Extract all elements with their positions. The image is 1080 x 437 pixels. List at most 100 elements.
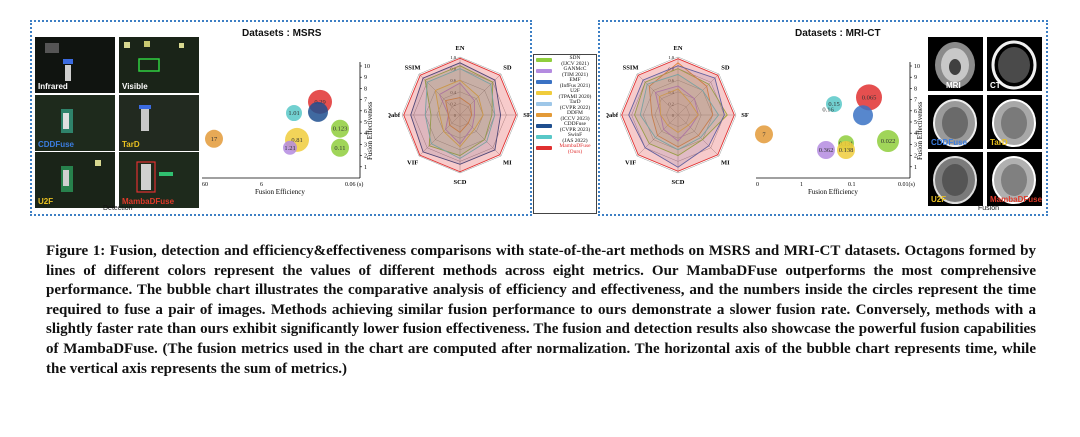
bubble-label: 0.123 <box>333 126 348 133</box>
legend-venue: (IJCV 2021) <box>561 61 589 68</box>
radar-axis-label: SD <box>721 65 730 72</box>
legend-venue: (JAS 2022) <box>562 138 588 145</box>
radar-spoke <box>459 114 502 157</box>
bubble <box>331 138 349 157</box>
legend-entry: U2F (TPAMI 2020) <box>534 88 596 100</box>
mri-ct-panel-title: Datasets : MRI-CT <box>795 28 881 39</box>
y-tick-label: 9 <box>914 75 917 81</box>
x-axis-label: Fusion Efficiency <box>808 188 858 196</box>
legend-venue: (TIM 2021) <box>561 72 589 79</box>
legend-swatch <box>536 80 552 84</box>
legend-entry: GANMcC (TIM 2021) <box>534 66 596 79</box>
bubble <box>205 129 223 148</box>
bubble-label: 0.16 <box>822 107 834 114</box>
radar-spoke <box>418 114 461 157</box>
legend-method: EMF <box>569 77 581 83</box>
y-tick-label: 4 <box>364 131 367 137</box>
thumb-label: Visible <box>122 82 148 91</box>
y-tick-label: 5 <box>914 120 917 126</box>
legend-swatch <box>536 146 552 150</box>
bubble-label: 1.21 <box>284 145 295 152</box>
radar-axis-label: SF <box>523 112 531 119</box>
thumb-tard: TarD <box>119 95 199 151</box>
y-tick-label: 7 <box>914 98 917 104</box>
radar-series <box>659 88 699 133</box>
legend-method: SwinF <box>567 132 583 138</box>
radar-axis-label: SF <box>741 112 749 119</box>
bubble <box>856 84 882 111</box>
radar-tick-label: 0.8 <box>668 67 674 72</box>
bubble-label: 0.065 <box>862 94 877 101</box>
legend-venue: (ICCV 2023) <box>560 116 590 123</box>
radar-tick-label: 0.6 <box>668 78 674 83</box>
radar-axis-label: VIF <box>625 159 636 166</box>
radar-tick-label: 0 <box>672 113 675 118</box>
x-tick: 0 <box>756 182 759 188</box>
legend-swatch <box>536 91 552 95</box>
y-tick-label: 8 <box>914 86 917 92</box>
legend-method: GANMcC <box>563 66 587 72</box>
y-tick-label: 6 <box>914 109 917 115</box>
radar-tick-label: 0.6 <box>450 78 456 83</box>
bubble <box>853 105 873 126</box>
legend-entry: SDN (IJCV 2021) <box>534 55 596 68</box>
legend-swatch <box>536 58 552 62</box>
thumb-label: U2F <box>38 197 54 206</box>
mri-ct-bubble-chart: 0 1 0.1 0.01(s) Fusion Efficiency 1 2 3 4 5 6… <box>755 62 924 196</box>
legend-entry: MambaDFuse (Ours) <box>534 143 596 156</box>
legend-venue: (InfFus 2021) <box>559 83 591 90</box>
thumb-ct: CT <box>987 37 1042 91</box>
msrs-bubble-chart: 60 6 0.06 (s) Fusion Efficiency 1 2 3 4 5 6 7 8… <box>202 62 374 196</box>
radar-tick-label: 0.8 <box>450 67 456 72</box>
radar-tick-label: 0.2 <box>450 101 456 106</box>
bubble <box>283 140 297 155</box>
thumb-label: U2F <box>931 195 947 204</box>
radar-axis-label: SSIM <box>623 65 639 72</box>
bubble <box>817 141 835 159</box>
radar-tick-label: 1.0 <box>668 55 674 60</box>
x-tick: 0.06 (s) <box>345 181 363 188</box>
y-tick-label: 4 <box>914 131 917 137</box>
legend-method: SDN <box>569 55 581 61</box>
radar-axis-label: EN <box>455 45 464 52</box>
legend-venue: (Ours) <box>567 149 583 156</box>
radar-axis-label: VIF <box>407 159 418 166</box>
legend-method: TarD <box>569 99 581 105</box>
bubble <box>308 101 328 122</box>
thumb-label: MRI <box>946 81 961 90</box>
figure: Datasets : MSRS Infrared Visible CDDFuse… <box>30 20 1048 216</box>
radar-spoke <box>636 73 679 116</box>
radar-series <box>434 79 484 148</box>
y-tick-label: 5 <box>364 120 367 126</box>
y-axis-label: Fusion Effectiveness <box>916 101 924 160</box>
radar-axis-label: MI <box>721 159 730 166</box>
y-tick-label: 9 <box>364 75 367 81</box>
figure-caption: Figure 1: Fusion, detection and efficien… <box>46 242 1036 379</box>
radar-axis-label: SCD <box>671 179 684 186</box>
bubble-label: 0.11 <box>334 145 345 152</box>
thumb-tard-mri: TarD <box>987 95 1042 149</box>
bubble <box>826 96 842 113</box>
y-tick-label: 2 <box>364 154 367 160</box>
thumb-visible: Visible <box>119 37 199 93</box>
bubble-label: 0.15 <box>828 101 839 108</box>
y-tick-label: 2 <box>914 154 917 160</box>
y-axis-label: Fusion Effectiveness <box>366 101 374 160</box>
x-axis-label: Fusion Efficiency <box>255 188 305 196</box>
radar-tick-label: 0.4 <box>668 90 674 95</box>
thumb-label: TarD <box>990 138 1008 147</box>
methods-legend: SDN (IJCV 2021) GANMcC (TIM 2021) EMF (InfFus… <box>533 54 597 214</box>
bubble-label: 0.022 <box>881 138 896 145</box>
legend-entry: CDDFuse (CVPR 2023) <box>534 121 596 133</box>
bubble-label: 7 <box>762 131 766 138</box>
caption-lead: Figure 1: Fusion, detection and efficien… <box>46 243 1036 357</box>
radar-tick-label: 0 <box>454 113 457 118</box>
thumb-label: TarD <box>122 140 140 149</box>
bubble-label: 17 <box>211 136 218 143</box>
x-tick: 60 <box>202 182 208 188</box>
thumb-label: CDDFuse <box>38 140 75 149</box>
y-tick-label: 10 <box>364 64 370 70</box>
radar-axis-label: SCD <box>453 179 466 186</box>
thumb-label: MambaDFuse <box>990 195 1042 204</box>
y-tick-label: 8 <box>364 86 367 92</box>
